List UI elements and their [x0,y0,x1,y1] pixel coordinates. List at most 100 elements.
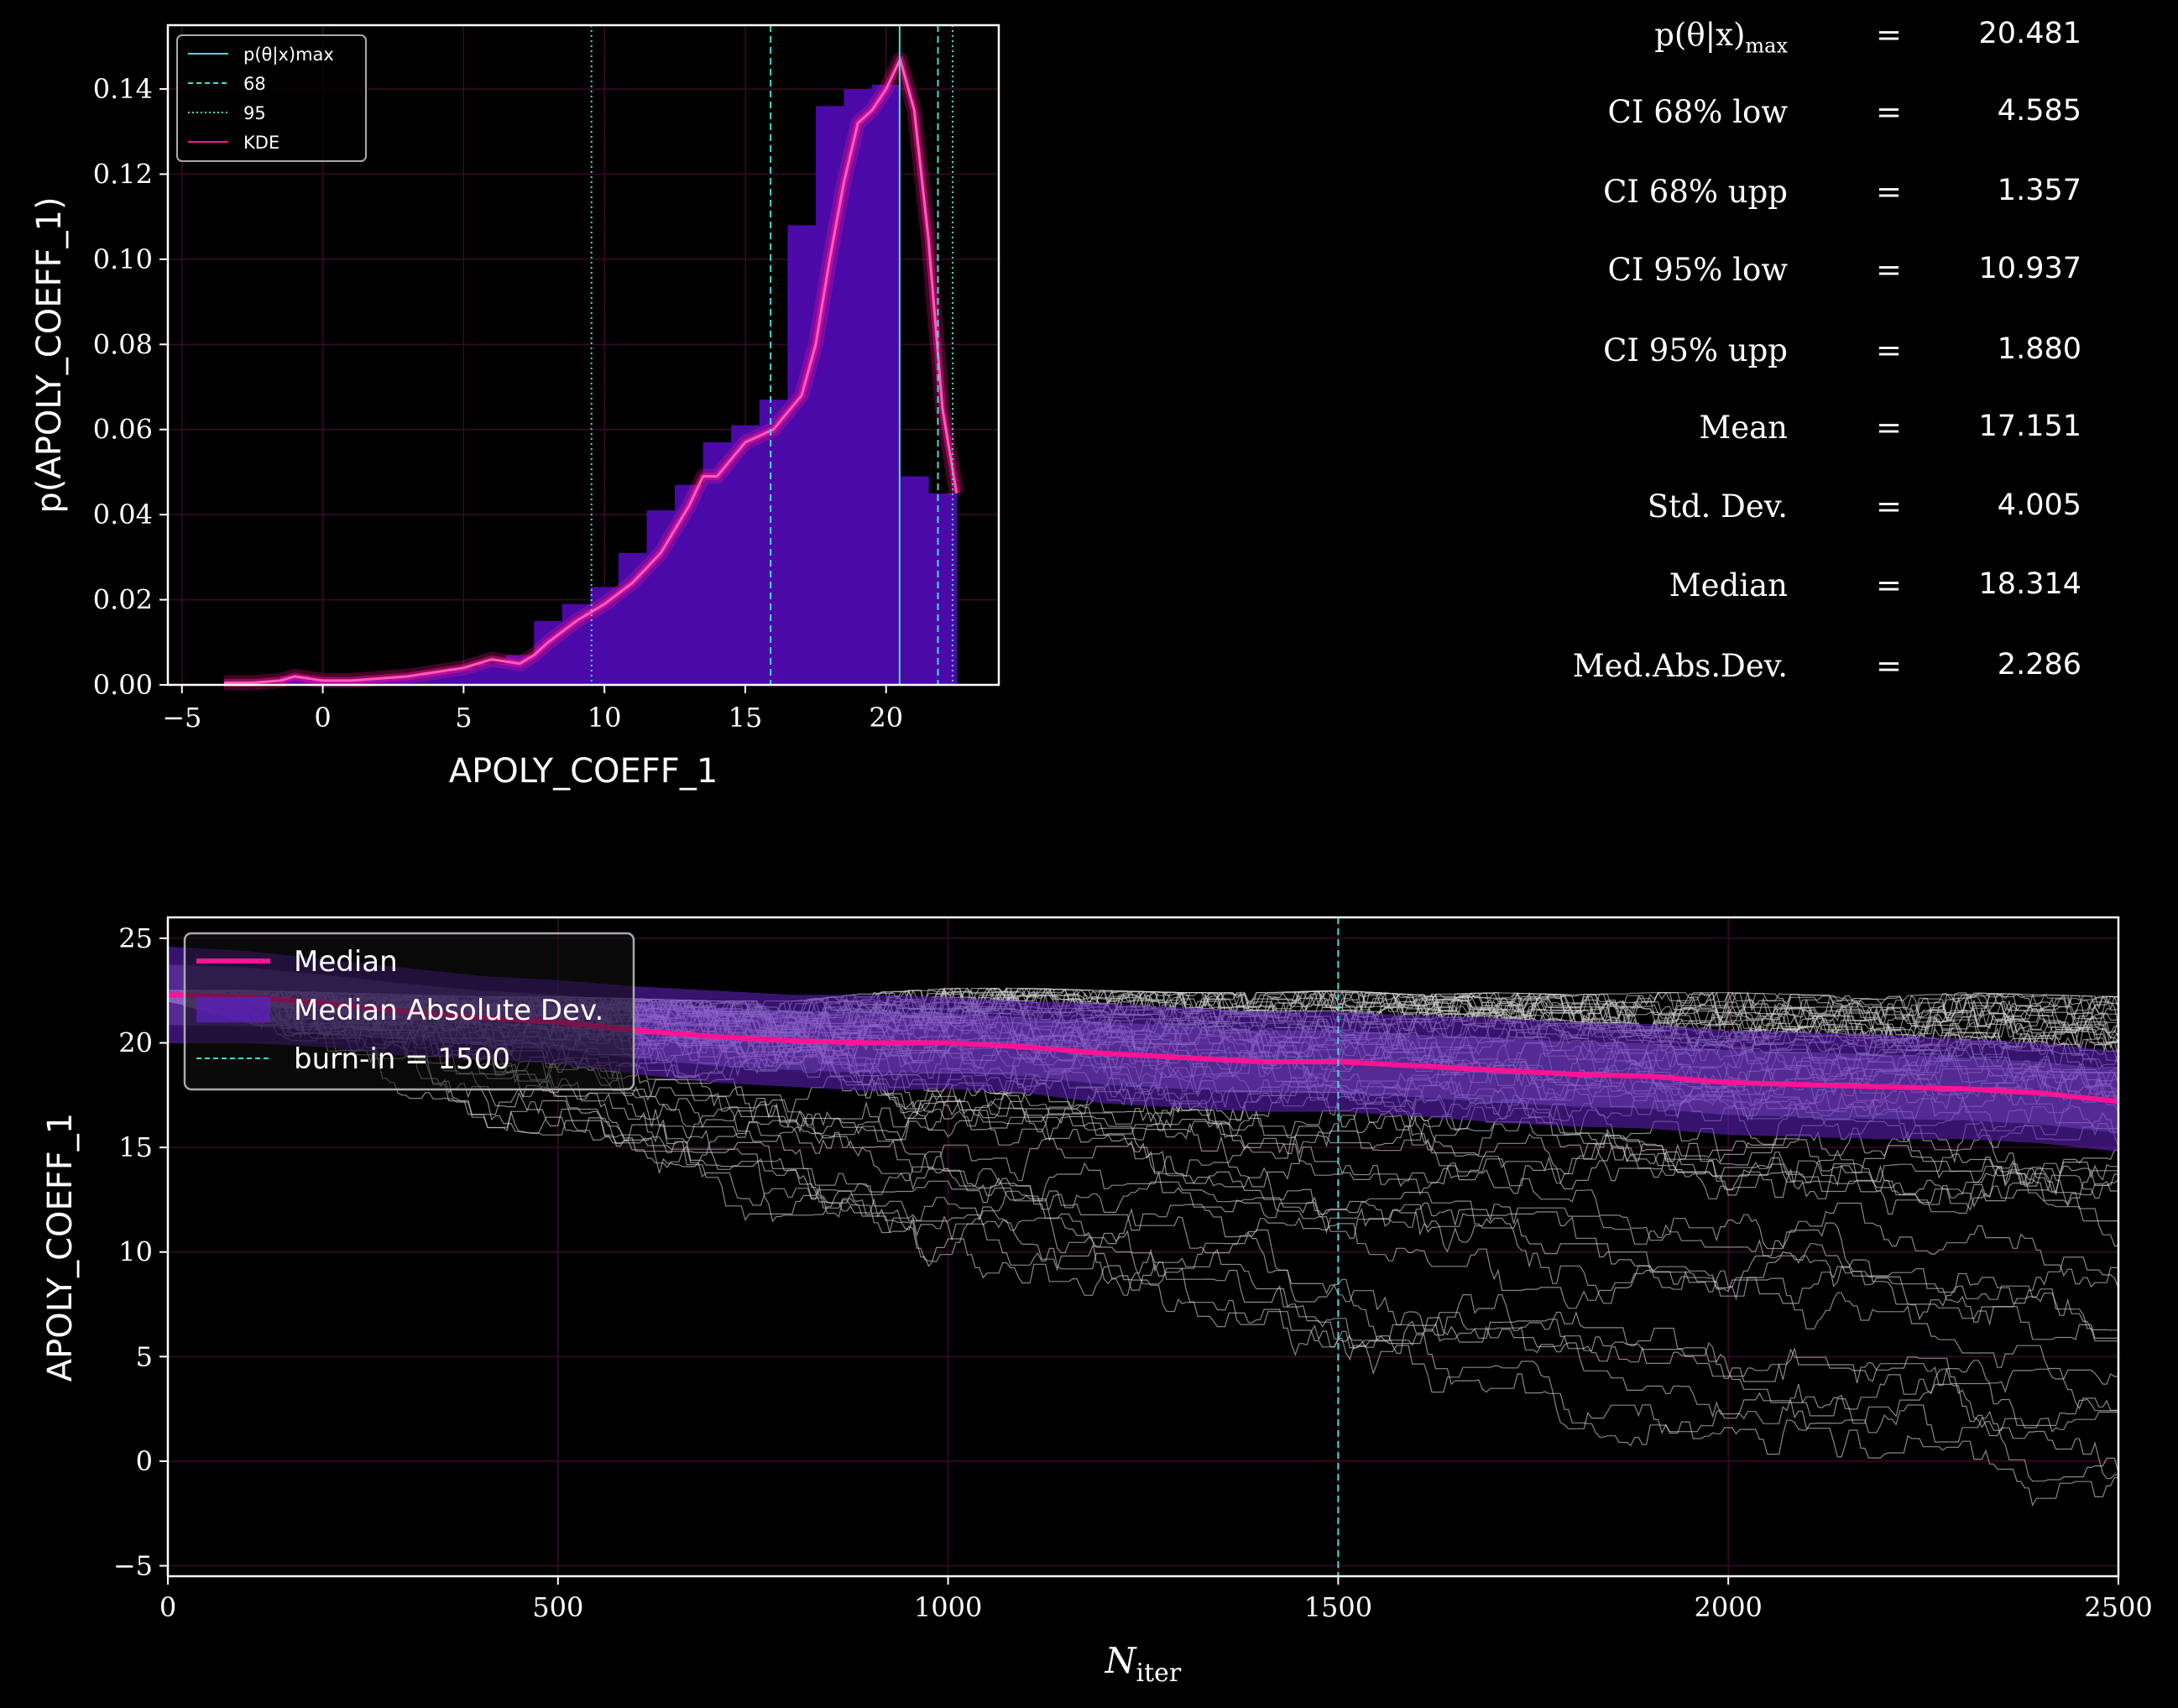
histogram-bar [505,655,535,685]
stat-equals: = [1876,94,1903,130]
histogram-legend-box [176,34,367,162]
histogram-bars [280,84,958,686]
histogram-axes-frame [166,24,1000,687]
x-tick-label: 20 [869,702,903,734]
kde-line [224,58,958,684]
legend-swatch [196,997,270,1022]
walker-trace [168,990,2118,1480]
stat-equals: = [1876,17,1903,53]
stat-row: CI 95% upp = 1.880 [1544,332,2098,383]
y-tick-label: 0.14 [93,73,153,105]
mad-band-inner [168,964,2118,1133]
trace-y-label: APOLY_COEFF_1 [41,1113,80,1382]
histogram-bar [421,671,451,685]
y-tick-label: 0.00 [93,669,153,701]
legend-label: burn-in = 1500 [294,1042,510,1076]
stat-value: 10.937 [1978,252,2081,285]
x-tick-label: 10 [588,702,622,734]
stat-row: Med.Abs.Dev. = 2.286 [1544,648,2098,698]
histogram-bar [675,484,704,685]
stat-value: 4.585 [1997,94,2081,128]
walker-trace [168,990,2118,1427]
stat-label: Mean [1699,410,1788,446]
histogram-bar [787,225,817,686]
stat-value: 1.880 [1997,332,2081,366]
x-tick-label: 0 [314,702,331,734]
histogram-bar [337,680,366,685]
stat-equals: = [1876,567,1903,603]
x-tick-label: 2500 [2084,1591,2152,1623]
stat-label: Med.Abs.Dev. [1572,648,1788,684]
stat-equals: = [1876,252,1903,288]
stat-label: p(θ|x)max [1654,17,1788,58]
trace-x-ticks: 0 500 1000 1500 2000 2500 [159,1576,2153,1623]
y-tick-label: −5 [113,1550,153,1582]
histogram-bar [871,84,901,686]
histogram-bar [844,89,873,685]
histogram-bar [393,676,422,685]
stat-row: p(θ|x)max = 20.481 [1544,17,2098,67]
trace-axes-frame [166,916,2120,1578]
x-tick-label: 0 [159,1591,176,1623]
histogram-bar [759,400,788,685]
trace-y-ticks: −5 0 5 10 15 20 25 [113,922,168,1582]
x-tick-label: 2000 [1694,1591,1762,1623]
trace-legend: Median Median Absolute Dev. burn-in = 1500 [183,932,635,1091]
x-tick-label: 15 [729,702,763,734]
legend-label: KDE [243,133,279,153]
legend-label: p(θ|x)max [243,44,334,65]
y-tick-label: 10 [118,1236,153,1268]
histogram-bar [478,663,507,685]
stat-label: CI 95% upp [1603,332,1788,368]
x-tick-label: 5 [455,702,472,734]
y-tick-label: 0.04 [93,499,153,530]
histogram-bar [308,680,337,685]
mad-band-area [168,946,2118,1152]
stat-row: CI 95% low = 10.937 [1544,252,2098,302]
histogram-y-ticks: 0.00 0.02 0.04 0.06 0.08 0.10 0.12 0.14 [93,73,168,701]
stat-value: 17.151 [1978,410,2081,443]
stat-label: CI 68% upp [1603,174,1788,210]
y-tick-label: 0.12 [93,158,153,190]
y-tick-label: 0.02 [93,584,153,616]
stat-label: CI 95% low [1607,252,1788,288]
legend-label: Median [294,945,398,979]
stat-value: 4.005 [1997,488,2081,522]
y-tick-label: 15 [118,1131,153,1163]
histogram-bar [364,678,394,685]
histogram-bar [561,603,591,685]
stat-row: Mean = 17.151 [1544,410,2098,460]
x-tick-label: 1000 [914,1591,982,1623]
stat-value: 1.357 [1997,174,2081,207]
stat-row: CI 68% low = 4.585 [1544,94,2098,144]
stat-value: 18.314 [1978,567,2081,601]
y-tick-label: 0.08 [93,328,153,360]
histogram-bar [900,476,929,685]
trace-grid [167,917,2119,1576]
y-tick-label: 25 [118,922,153,954]
histogram-panel: −5 0 5 10 15 20 0.000.020.040.060.080.100.120… [30,24,1000,791]
stat-equals: = [1876,410,1903,446]
histogram-bar [534,620,563,685]
trace-legend-box [183,932,635,1091]
x-tick-label: −5 [162,702,201,734]
stat-row: Std. Dev. = 4.005 [1544,488,2098,539]
x-tick-label: 500 [532,1591,583,1623]
walker-trace [168,990,2119,1482]
stat-equals: = [1876,332,1903,368]
walker-trace [168,989,2118,1412]
stat-row: CI 68% upp = 1.357 [1544,174,2098,224]
stat-label-subscript: max [1745,34,1788,58]
histogram-bar [618,552,648,685]
histogram-y-label: p(APOLY_COEFF_1) [30,196,69,513]
histogram-bar [702,441,732,685]
histogram-bar [646,510,676,685]
histogram-x-label: APOLY_COEFF_1 [449,752,718,791]
legend-label: 95 [243,103,266,123]
mad-band [168,946,2118,1152]
y-tick-label: 0.10 [93,243,153,275]
stat-equals: = [1876,488,1903,525]
stat-label: CI 68% low [1607,94,1788,130]
